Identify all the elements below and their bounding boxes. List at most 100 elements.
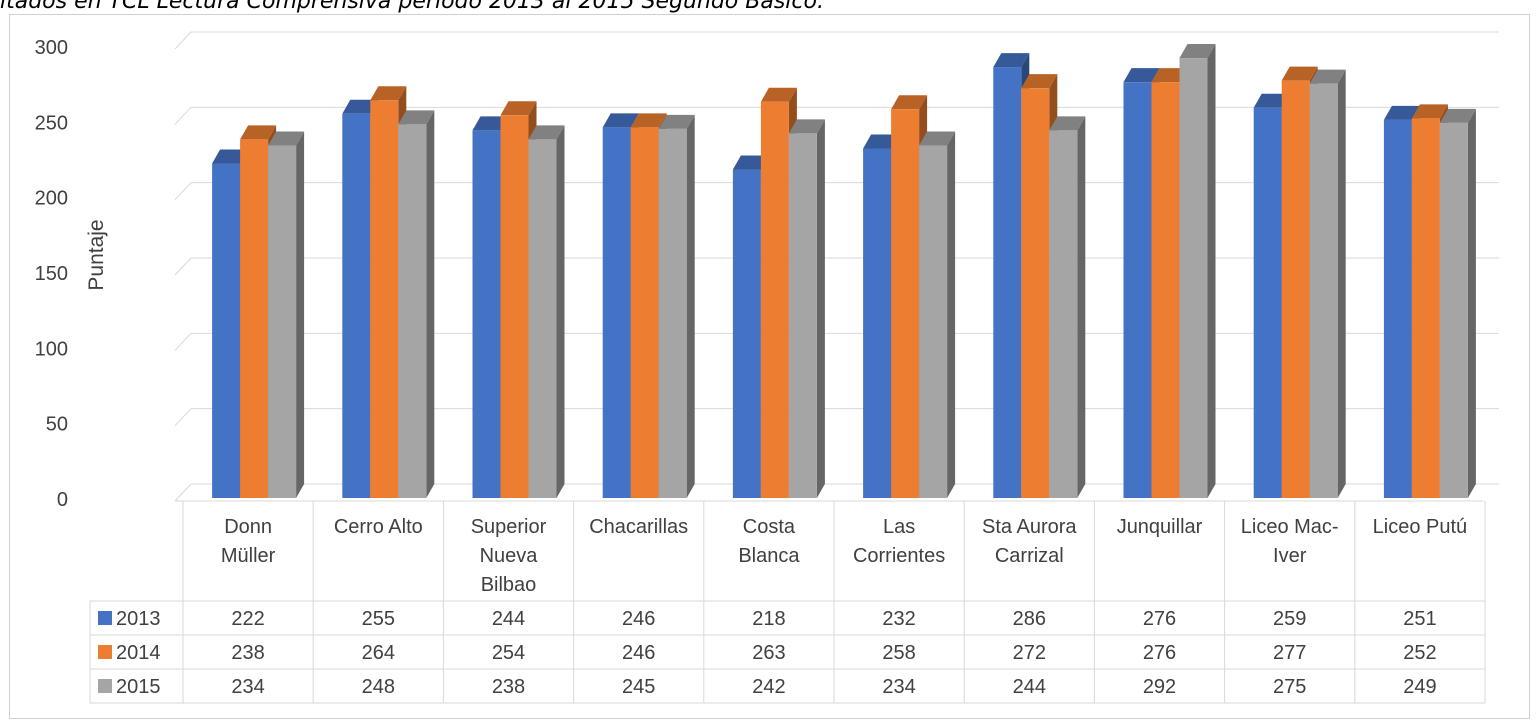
y-tick-label: 50 — [46, 414, 68, 436]
bar-top — [1179, 44, 1216, 59]
x-tick-label: Müller — [221, 545, 276, 567]
data-label: 242 — [752, 676, 785, 698]
bar — [1021, 88, 1050, 498]
bar-top — [993, 53, 1030, 68]
bar-chart: 0 50 100 150 200 250 300 Puntaje Donn Müller Cerro… — [35, 31, 1499, 704]
x-tick-label: Bilbao — [481, 574, 537, 596]
data-label: 259 — [1273, 608, 1306, 630]
bar-top — [268, 131, 305, 146]
x-tick-label: Costa — [743, 516, 796, 538]
data-label: 276 — [1143, 608, 1176, 630]
y-axis-title: Puntaje — [85, 219, 108, 290]
bar — [268, 145, 297, 498]
bar-top — [370, 86, 407, 101]
bar-top — [602, 113, 639, 128]
chart-frame: 0 50 100 150 200 250 300 Puntaje Donn Müller Cerro… — [9, 14, 1530, 719]
legend-label: 2015 — [116, 676, 161, 698]
bar-top — [919, 131, 956, 146]
data-label: 251 — [1403, 608, 1436, 630]
data-label: 254 — [492, 642, 525, 664]
bar-top — [788, 119, 825, 134]
bar — [891, 109, 920, 498]
data-label: 234 — [231, 676, 264, 698]
bar — [1151, 82, 1180, 498]
data-label: 286 — [1013, 608, 1046, 630]
y-tick-label: 150 — [35, 263, 68, 285]
gridline-side — [174, 408, 192, 427]
bar — [500, 115, 529, 498]
data-label: 245 — [622, 676, 655, 698]
bar — [760, 101, 789, 498]
bar — [788, 133, 817, 498]
bar — [472, 130, 501, 498]
bar-top — [1439, 108, 1476, 123]
gridline-side — [174, 31, 192, 50]
bar-top — [1411, 104, 1448, 119]
bar-side — [1077, 116, 1086, 498]
data-label: 258 — [882, 642, 915, 664]
x-tick-label: Donn — [224, 516, 272, 538]
data-label: 238 — [492, 676, 525, 698]
bar — [1439, 122, 1468, 498]
x-tick-label: Las — [883, 516, 915, 538]
figure-caption: ltados en TCL Lectura Comprensiva períod… — [0, 0, 824, 14]
data-label: 272 — [1013, 642, 1046, 664]
bar-top — [1123, 68, 1160, 83]
gridline-side — [174, 257, 192, 276]
bar-side — [1467, 108, 1476, 498]
data-label: 255 — [362, 608, 395, 630]
data-label: 246 — [622, 642, 655, 664]
bar-side — [686, 114, 695, 498]
bar-top — [658, 114, 695, 129]
bar-side — [947, 131, 956, 498]
data-label: 238 — [231, 642, 264, 664]
bar — [732, 169, 761, 498]
bar-top — [760, 87, 797, 102]
x-tick-label: Chacarillas — [589, 516, 688, 538]
x-tick-label: Liceo Mac- — [1241, 516, 1339, 538]
legend-label: 2014 — [116, 642, 161, 664]
bar-top — [891, 95, 928, 110]
x-tick-label: Iver — [1273, 545, 1307, 567]
bar-top — [500, 101, 537, 116]
bar-top — [212, 149, 249, 164]
bar — [342, 113, 371, 499]
y-tick-label: 100 — [35, 338, 68, 360]
bar — [919, 145, 948, 498]
legend-key — [98, 645, 112, 659]
bar-side — [1337, 69, 1346, 498]
bar — [212, 163, 241, 498]
data-label: 249 — [1403, 676, 1436, 698]
bar — [863, 148, 892, 498]
bar-top — [1281, 66, 1318, 81]
x-tick-label: Cerro Alto — [334, 516, 423, 538]
bar — [1253, 107, 1282, 499]
bar-top — [1151, 68, 1188, 83]
y-tick-label: 0 — [57, 489, 68, 511]
bar — [1049, 130, 1078, 498]
x-tick-label: Sta Aurora — [982, 516, 1077, 538]
bar-top — [1049, 116, 1086, 131]
bar-side — [816, 119, 825, 499]
bar-side — [296, 131, 305, 498]
bar-side — [556, 125, 565, 498]
bar-top — [732, 155, 769, 170]
x-tick-label: Blanca — [738, 545, 800, 567]
bar — [398, 124, 427, 498]
data-label: 263 — [752, 642, 785, 664]
x-tick-label: Liceo Putú — [1373, 516, 1468, 538]
gridline-side — [174, 332, 192, 351]
data-label: 244 — [1013, 676, 1046, 698]
data-label: 218 — [752, 608, 785, 630]
bar — [1411, 118, 1440, 498]
gridline-side — [174, 483, 192, 502]
bar-top — [1309, 69, 1346, 84]
bar — [630, 127, 659, 499]
bar-top — [528, 125, 565, 140]
data-label: 264 — [362, 642, 395, 664]
bar — [528, 139, 557, 498]
data-label: 292 — [1143, 676, 1176, 698]
x-tick-label: Superior — [471, 516, 547, 538]
y-tick-label: 250 — [35, 112, 68, 134]
legend-key — [98, 611, 112, 625]
